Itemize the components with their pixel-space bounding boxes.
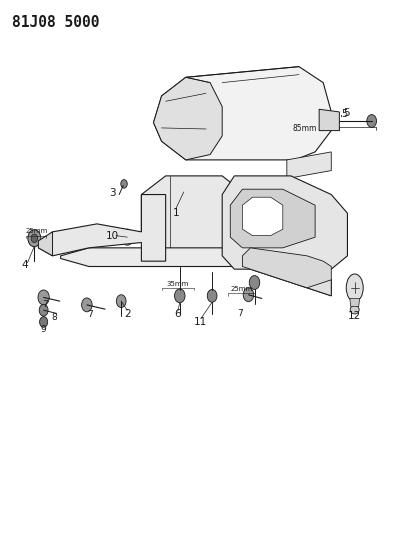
Circle shape <box>38 290 49 305</box>
Text: 25mm: 25mm <box>230 286 252 292</box>
Text: 8: 8 <box>52 313 57 321</box>
Ellipse shape <box>182 104 194 132</box>
Polygon shape <box>222 176 347 269</box>
Ellipse shape <box>346 274 363 302</box>
Ellipse shape <box>173 83 203 152</box>
Circle shape <box>367 115 377 127</box>
Ellipse shape <box>177 93 199 143</box>
Text: 7: 7 <box>42 301 48 309</box>
Polygon shape <box>154 67 331 160</box>
Polygon shape <box>61 248 331 296</box>
Ellipse shape <box>300 99 314 128</box>
Text: 7: 7 <box>87 310 93 319</box>
Circle shape <box>243 288 254 302</box>
Text: 9: 9 <box>41 325 46 334</box>
Polygon shape <box>319 109 339 131</box>
Text: 5: 5 <box>343 108 350 118</box>
Text: 7: 7 <box>238 309 243 318</box>
Text: 35mm: 35mm <box>166 280 189 287</box>
Polygon shape <box>350 298 360 306</box>
Ellipse shape <box>350 305 359 314</box>
Circle shape <box>82 298 92 312</box>
Circle shape <box>121 180 127 188</box>
Text: 6: 6 <box>175 310 181 319</box>
Polygon shape <box>242 197 283 236</box>
Polygon shape <box>38 232 53 256</box>
Text: 85mm: 85mm <box>293 125 317 133</box>
Polygon shape <box>141 176 242 261</box>
Circle shape <box>175 289 185 303</box>
Circle shape <box>249 276 260 289</box>
Text: 1: 1 <box>173 208 179 218</box>
Circle shape <box>325 116 333 126</box>
Circle shape <box>40 317 48 327</box>
Text: 4: 4 <box>22 261 28 270</box>
Circle shape <box>28 230 41 247</box>
Polygon shape <box>230 189 315 248</box>
Text: 3: 3 <box>109 188 116 198</box>
Text: 10: 10 <box>106 231 119 240</box>
Text: 5: 5 <box>341 109 347 118</box>
Text: 25mm: 25mm <box>25 228 48 235</box>
Circle shape <box>207 289 217 302</box>
Circle shape <box>31 234 38 243</box>
Polygon shape <box>38 195 166 261</box>
Polygon shape <box>287 152 331 179</box>
Circle shape <box>184 112 192 123</box>
Text: 11: 11 <box>194 317 207 327</box>
Polygon shape <box>154 77 222 160</box>
Text: 12: 12 <box>348 311 361 320</box>
Circle shape <box>121 229 133 245</box>
Polygon shape <box>242 248 331 296</box>
Circle shape <box>41 236 52 250</box>
Circle shape <box>116 295 126 308</box>
Circle shape <box>39 304 48 316</box>
Text: 2: 2 <box>124 310 130 319</box>
Text: 81J08 5000: 81J08 5000 <box>12 15 100 30</box>
Polygon shape <box>242 248 331 288</box>
Ellipse shape <box>182 201 198 231</box>
